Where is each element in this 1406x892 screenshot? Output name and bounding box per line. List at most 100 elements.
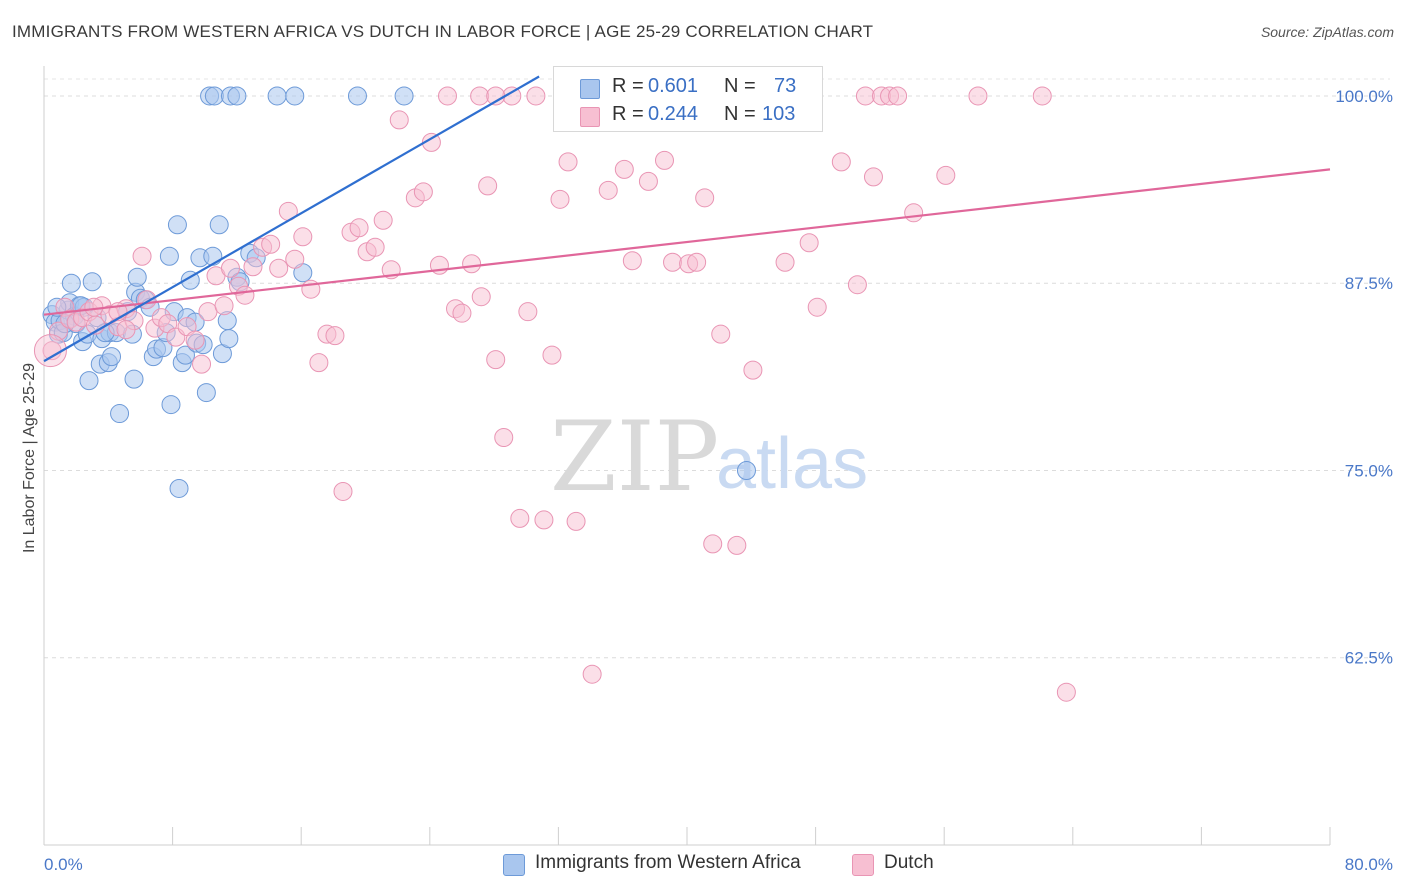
point-dutch [654, 150, 674, 170]
tick-labels: 62.5% 75.0% 87.5% 100.0% 0.0% 80.0% [44, 87, 1393, 874]
point-dutch [936, 165, 956, 185]
stats-swatch-blue [580, 79, 600, 99]
point-dutch [510, 508, 530, 528]
y-tick-label: 87.5% [1345, 274, 1393, 293]
point-dutch [365, 237, 385, 257]
point-dutch [84, 297, 104, 317]
point-dutch [863, 167, 883, 187]
stats-n-label: N = [724, 103, 756, 125]
point-dutch [1056, 682, 1076, 702]
stats-r-value: 0.601 [648, 75, 699, 97]
point-dutch [663, 252, 683, 272]
y-tick-label: 62.5% [1345, 649, 1393, 668]
stats-row-western-africa: R = 0.601 N = 73 [554, 73, 822, 103]
point-western-africa [180, 270, 200, 290]
point-dutch [711, 324, 731, 344]
stats-r-label: R = [612, 103, 644, 125]
point-dutch [192, 354, 212, 374]
point-dutch [413, 182, 433, 202]
trend-line-western-africa [43, 75, 540, 363]
point-western-africa [347, 86, 367, 106]
point-western-africa [169, 478, 189, 498]
legend-label-western-africa: Immigrants from Western Africa [535, 852, 801, 873]
point-dutch [185, 330, 205, 350]
stats-n-value: 73 [774, 75, 797, 97]
point-western-africa [82, 272, 102, 292]
point-dutch [1032, 86, 1052, 106]
point-dutch [235, 285, 255, 305]
point-dutch [333, 481, 353, 501]
legend-swatch-western-africa [503, 854, 525, 876]
stats-n-value: 103 [762, 103, 796, 125]
legend-label-dutch: Dutch [884, 852, 934, 873]
point-western-africa [394, 86, 414, 106]
point-dutch [703, 534, 723, 554]
x-tick-label: 80.0% [1345, 855, 1393, 874]
trend-line-dutch [43, 168, 1331, 316]
stats-n-label: N = [724, 75, 756, 97]
point-dutch [534, 510, 554, 530]
point-western-africa [227, 86, 247, 106]
watermark-zip: ZIP [550, 401, 719, 513]
point-dutch [526, 86, 546, 106]
point-dutch [470, 86, 490, 106]
point-dutch [471, 287, 491, 307]
point-dutch [799, 233, 819, 253]
point-western-africa [267, 86, 287, 106]
point-dutch [325, 326, 345, 346]
point-dutch [478, 176, 498, 196]
stats-row-dutch: R = 0.244 N = 103 [554, 101, 822, 131]
point-western-africa [175, 345, 195, 365]
point-dutch [622, 251, 642, 271]
point-dutch [220, 258, 240, 278]
point-western-africa [203, 246, 223, 266]
y-tick-label: 100.0% [1335, 87, 1393, 106]
point-dutch [542, 345, 562, 365]
point-dutch [198, 302, 218, 322]
series-dutch [33, 86, 1076, 702]
point-dutch [116, 320, 136, 340]
point-dutch [582, 664, 602, 684]
point-western-africa [196, 383, 216, 403]
point-dutch [437, 86, 457, 106]
x-tick-label: 0.0% [44, 855, 83, 874]
point-dutch [285, 249, 305, 269]
stats-r-value: 0.244 [648, 103, 699, 125]
point-dutch [269, 258, 289, 278]
point-western-africa [209, 215, 229, 235]
point-western-africa [124, 369, 144, 389]
watermark: ZIP atlas [550, 401, 868, 513]
point-dutch [558, 152, 578, 172]
point-western-africa [102, 347, 122, 367]
point-dutch [550, 189, 570, 209]
point-dutch [494, 428, 514, 448]
point-dutch [462, 254, 482, 274]
point-dutch [855, 86, 875, 106]
point-dutch [48, 321, 68, 341]
point-dutch [687, 252, 707, 272]
point-western-africa [219, 329, 239, 349]
point-western-africa [79, 371, 99, 391]
point-dutch [847, 275, 867, 295]
point-western-africa [127, 267, 147, 287]
point-dutch [349, 218, 369, 238]
point-dutch [309, 353, 329, 373]
source-label: Source: ZipAtlas.com [1260, 24, 1394, 40]
watermark-atlas: atlas [716, 424, 868, 504]
point-western-africa [161, 395, 181, 415]
axes [43, 66, 1331, 846]
y-axis-label: In Labor Force | Age 25-29 [21, 363, 38, 553]
point-western-africa [204, 86, 224, 106]
stats-box: R = 0.601 N = 73 R = 0.244 N = 103 [553, 66, 823, 132]
point-western-africa [285, 86, 305, 106]
point-western-africa [167, 215, 187, 235]
point-dutch [518, 302, 538, 322]
point-dutch [831, 152, 851, 172]
point-western-africa [61, 273, 81, 293]
point-dutch [695, 188, 715, 208]
point-dutch [243, 257, 263, 277]
point-dutch [904, 203, 924, 223]
point-dutch [389, 110, 409, 130]
point-dutch [261, 234, 281, 254]
